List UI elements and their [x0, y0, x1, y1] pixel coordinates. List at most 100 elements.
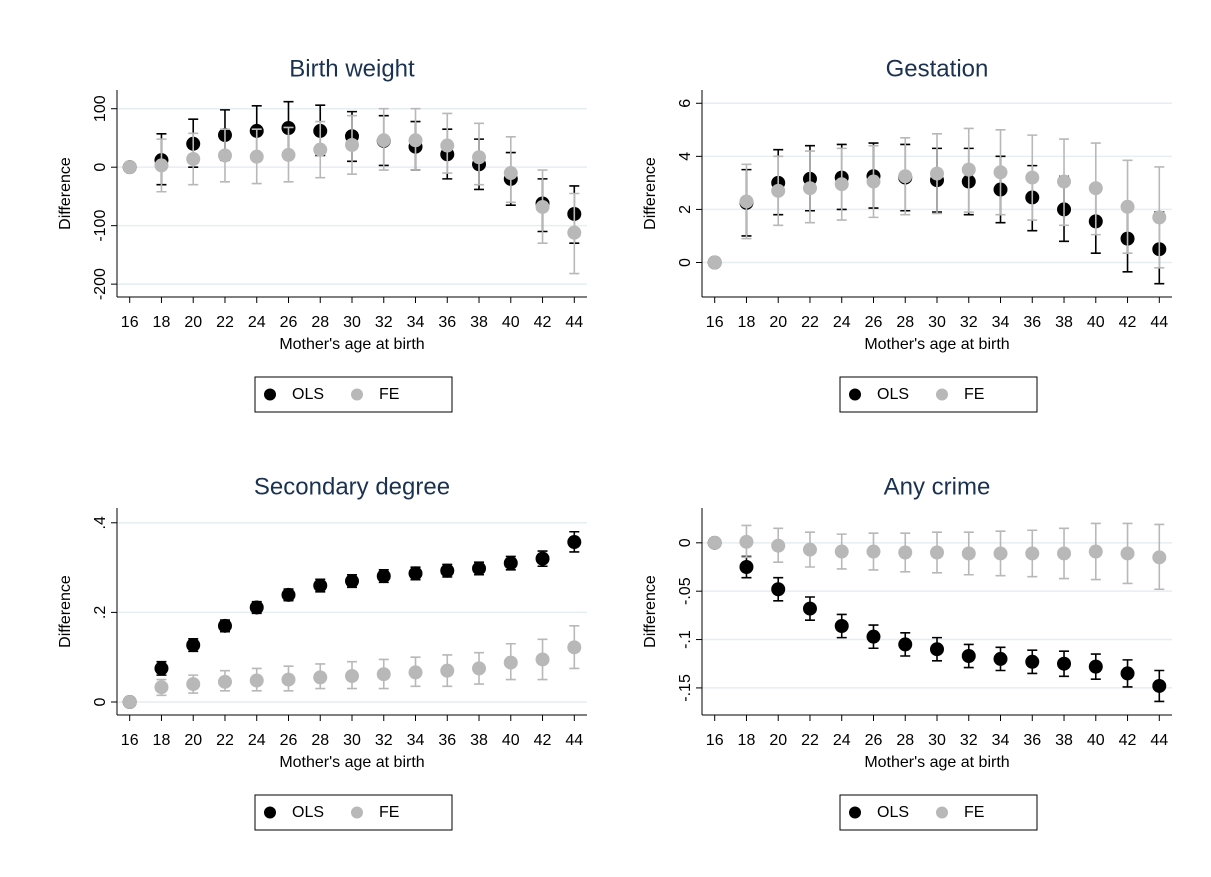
- point: [376, 667, 391, 682]
- point: [503, 556, 518, 571]
- y-tick-label: -.1: [677, 630, 694, 649]
- point: [535, 551, 550, 566]
- point: [186, 677, 201, 692]
- legend-marker: [936, 388, 948, 401]
- x-tick-label: 42: [534, 732, 552, 749]
- x-tick-label: 16: [121, 732, 139, 749]
- point: [866, 174, 881, 189]
- legend-marker: [849, 806, 861, 819]
- point: [961, 162, 976, 177]
- x-tick-label: 30: [343, 732, 361, 749]
- point: [1025, 654, 1040, 669]
- point: [1152, 550, 1167, 565]
- x-tick-label: 32: [375, 732, 393, 749]
- point: [961, 546, 976, 561]
- point: [313, 142, 328, 157]
- y-tick-label: .4: [92, 516, 109, 529]
- point: [898, 545, 913, 560]
- x-tick-label: 30: [928, 314, 946, 331]
- y-tick-label: -200: [92, 268, 109, 300]
- y-tick-label: 0: [92, 163, 109, 172]
- x-tick-label: 16: [121, 314, 139, 331]
- point: [739, 534, 754, 549]
- x-tick-label: 20: [769, 732, 787, 749]
- x-tick-label: 18: [738, 732, 756, 749]
- y-tick-label: 0: [677, 538, 694, 547]
- legend-label: OLS: [877, 386, 909, 403]
- x-tick-label: 36: [1023, 732, 1041, 749]
- x-tick-label: 26: [865, 732, 883, 749]
- x-tick-label: 22: [801, 732, 819, 749]
- legend-label: OLS: [292, 386, 324, 403]
- point: [1120, 199, 1135, 214]
- x-tick-label: 20: [184, 732, 202, 749]
- x-tick-label: 22: [216, 314, 234, 331]
- point: [834, 544, 849, 559]
- y-axis-title: Difference: [57, 575, 74, 648]
- x-tick-label: 44: [1150, 314, 1168, 331]
- x-axis-title: Mother's age at birth: [279, 336, 424, 353]
- x-tick-label: 40: [1087, 732, 1105, 749]
- point: [122, 695, 137, 710]
- point: [345, 669, 359, 684]
- panel: Any crime -.15 -.1 -.05 0 16 18 20 22 24 26 28 30 32 3…: [642, 473, 1172, 831]
- x-tick-label: 42: [1119, 314, 1137, 331]
- point: [535, 199, 550, 214]
- y-tick-label: 4: [677, 152, 694, 161]
- point: [345, 137, 359, 152]
- x-tick-label: 40: [502, 314, 520, 331]
- chart-title: Secondary degree: [254, 473, 450, 500]
- legend-marker: [936, 806, 948, 819]
- point: [186, 638, 201, 653]
- x-tick-label: 44: [565, 732, 583, 749]
- point: [1152, 210, 1167, 225]
- x-tick-label: 16: [706, 732, 724, 749]
- x-tick-label: 28: [896, 732, 914, 749]
- point: [739, 194, 754, 209]
- point: [1025, 170, 1040, 185]
- point: [961, 648, 976, 663]
- point: [1088, 659, 1103, 674]
- x-tick-label: 26: [280, 314, 298, 331]
- point: [1057, 656, 1072, 671]
- point: [535, 652, 550, 667]
- x-tick-label: 36: [438, 314, 456, 331]
- point: [1057, 546, 1072, 561]
- point: [930, 166, 944, 181]
- x-axis-title: Mother's age at birth: [279, 754, 424, 771]
- legend-label: FE: [379, 804, 399, 821]
- point: [993, 651, 1008, 666]
- legend-label: FE: [964, 386, 984, 403]
- point: [281, 147, 296, 162]
- x-axis-title: Mother's age at birth: [864, 754, 1009, 771]
- point: [249, 600, 264, 615]
- point: [567, 225, 582, 240]
- x-tick-label: 18: [153, 732, 171, 749]
- x-tick-label: 34: [992, 314, 1010, 331]
- panel: Secondary degree 0 .2 .4 16 18 20 22 24 26 28 30 32 3…: [57, 473, 587, 831]
- point: [707, 255, 722, 270]
- point: [217, 674, 232, 689]
- x-tick-label: 28: [896, 314, 914, 331]
- point: [281, 587, 296, 602]
- point: [472, 561, 487, 576]
- x-tick-label: 24: [248, 314, 266, 331]
- point: [866, 544, 881, 559]
- x-tick-label: 28: [311, 314, 329, 331]
- point: [440, 563, 455, 578]
- point: [154, 680, 169, 695]
- x-tick-label: 34: [407, 732, 425, 749]
- point: [345, 574, 359, 589]
- x-tick-label: 16: [706, 314, 724, 331]
- chart-title: Any crime: [884, 473, 991, 500]
- x-tick-label: 34: [992, 732, 1010, 749]
- point: [408, 133, 423, 148]
- x-tick-label: 30: [343, 314, 361, 331]
- x-tick-label: 38: [1055, 732, 1073, 749]
- point: [1057, 174, 1072, 189]
- x-tick-label: 36: [1023, 314, 1041, 331]
- x-tick-label: 20: [769, 314, 787, 331]
- y-tick-label: 2: [677, 205, 694, 214]
- point: [376, 133, 391, 148]
- point: [1120, 666, 1135, 681]
